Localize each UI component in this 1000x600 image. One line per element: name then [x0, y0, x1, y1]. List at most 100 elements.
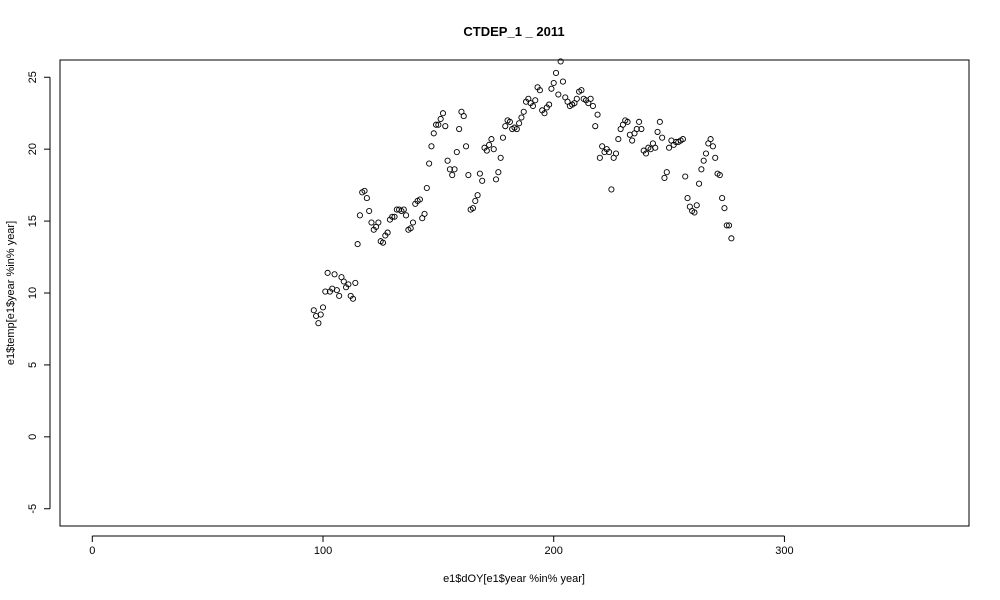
data-point	[423, 184, 430, 192]
data-point	[696, 180, 703, 187]
data-point	[331, 271, 338, 278]
data-point	[319, 304, 327, 311]
data-point	[462, 143, 470, 150]
data-point	[682, 173, 689, 180]
data-point	[366, 207, 373, 215]
data-point	[666, 144, 673, 151]
data-point	[400, 206, 407, 213]
data-point	[513, 125, 520, 133]
data-point	[403, 212, 410, 219]
y-tick-label: 10	[27, 287, 39, 299]
plot-frame	[59, 59, 970, 527]
data-point	[442, 123, 449, 130]
data-point	[548, 85, 555, 92]
data-point	[594, 111, 601, 118]
x-axis-label: e1$dOY[e1$year %in% year]	[443, 573, 585, 585]
data-point	[416, 196, 423, 203]
data-point	[596, 154, 603, 161]
data-point	[345, 281, 352, 288]
data-point	[652, 144, 659, 151]
data-point	[474, 192, 481, 199]
data-point	[702, 150, 710, 157]
data-point	[518, 114, 525, 121]
data-point	[340, 278, 347, 285]
y-tick-label: -5	[27, 504, 39, 514]
y-tick-label: 15	[27, 215, 39, 227]
data-point	[336, 292, 343, 299]
data-point	[659, 134, 666, 141]
data-point	[502, 123, 509, 130]
data-point	[716, 172, 723, 179]
data-point	[532, 97, 539, 104]
data-point	[453, 148, 460, 156]
data-point	[728, 235, 735, 242]
data-point	[497, 154, 504, 161]
data-point	[612, 150, 620, 157]
data-point	[361, 187, 368, 194]
data-point	[693, 202, 700, 209]
data-point	[460, 113, 467, 120]
data-point	[421, 210, 428, 217]
x-tick-label: 100	[314, 545, 332, 557]
data-point	[546, 101, 553, 108]
data-point	[719, 195, 726, 202]
x-tick-label: 200	[545, 545, 563, 557]
data-point	[599, 143, 606, 150]
data-point	[624, 118, 631, 125]
data-point	[375, 219, 382, 226]
data-point	[322, 288, 329, 295]
data-point	[407, 225, 414, 232]
data-point	[433, 121, 440, 128]
data-point	[391, 213, 398, 220]
data-point	[587, 95, 594, 102]
data-point	[430, 130, 437, 137]
data-point	[516, 120, 523, 127]
data-point	[488, 136, 495, 143]
data-point	[389, 213, 396, 220]
data-point	[483, 147, 490, 154]
data-point	[629, 137, 636, 144]
data-point	[661, 174, 668, 181]
data-point	[636, 118, 643, 125]
y-tick-label: 0	[27, 434, 39, 440]
data-point	[721, 205, 728, 212]
y-tick-label: 25	[27, 71, 39, 83]
data-point	[426, 160, 433, 167]
data-point	[592, 123, 599, 130]
data-point	[573, 95, 580, 102]
data-point	[520, 108, 527, 115]
data-point	[541, 110, 548, 117]
data-point	[712, 154, 719, 161]
data-point	[428, 143, 435, 150]
data-point	[465, 172, 472, 179]
data-point	[656, 118, 663, 125]
data-point	[444, 157, 451, 164]
data-point	[456, 125, 463, 133]
data-point	[606, 148, 613, 156]
data-point	[633, 125, 640, 133]
data-point	[557, 58, 564, 65]
data-point	[698, 166, 705, 173]
data-point	[559, 78, 567, 85]
data-point	[589, 102, 596, 110]
data-point	[439, 110, 447, 117]
data-point	[642, 150, 650, 157]
data-point	[451, 166, 458, 173]
data-point	[684, 195, 691, 202]
x-tick-label: 0	[89, 545, 95, 557]
data-point	[435, 121, 442, 128]
data-point	[349, 295, 357, 302]
data-point	[552, 69, 560, 76]
data-point	[679, 136, 686, 143]
y-tick-label: 20	[27, 143, 39, 155]
data-point	[499, 134, 507, 141]
data-point	[495, 169, 502, 176]
data-point	[726, 222, 733, 229]
data-point	[315, 320, 322, 327]
data-point	[437, 115, 444, 123]
data-point	[536, 87, 543, 94]
data-point	[317, 311, 324, 318]
data-point	[356, 212, 363, 219]
data-point	[638, 125, 645, 133]
